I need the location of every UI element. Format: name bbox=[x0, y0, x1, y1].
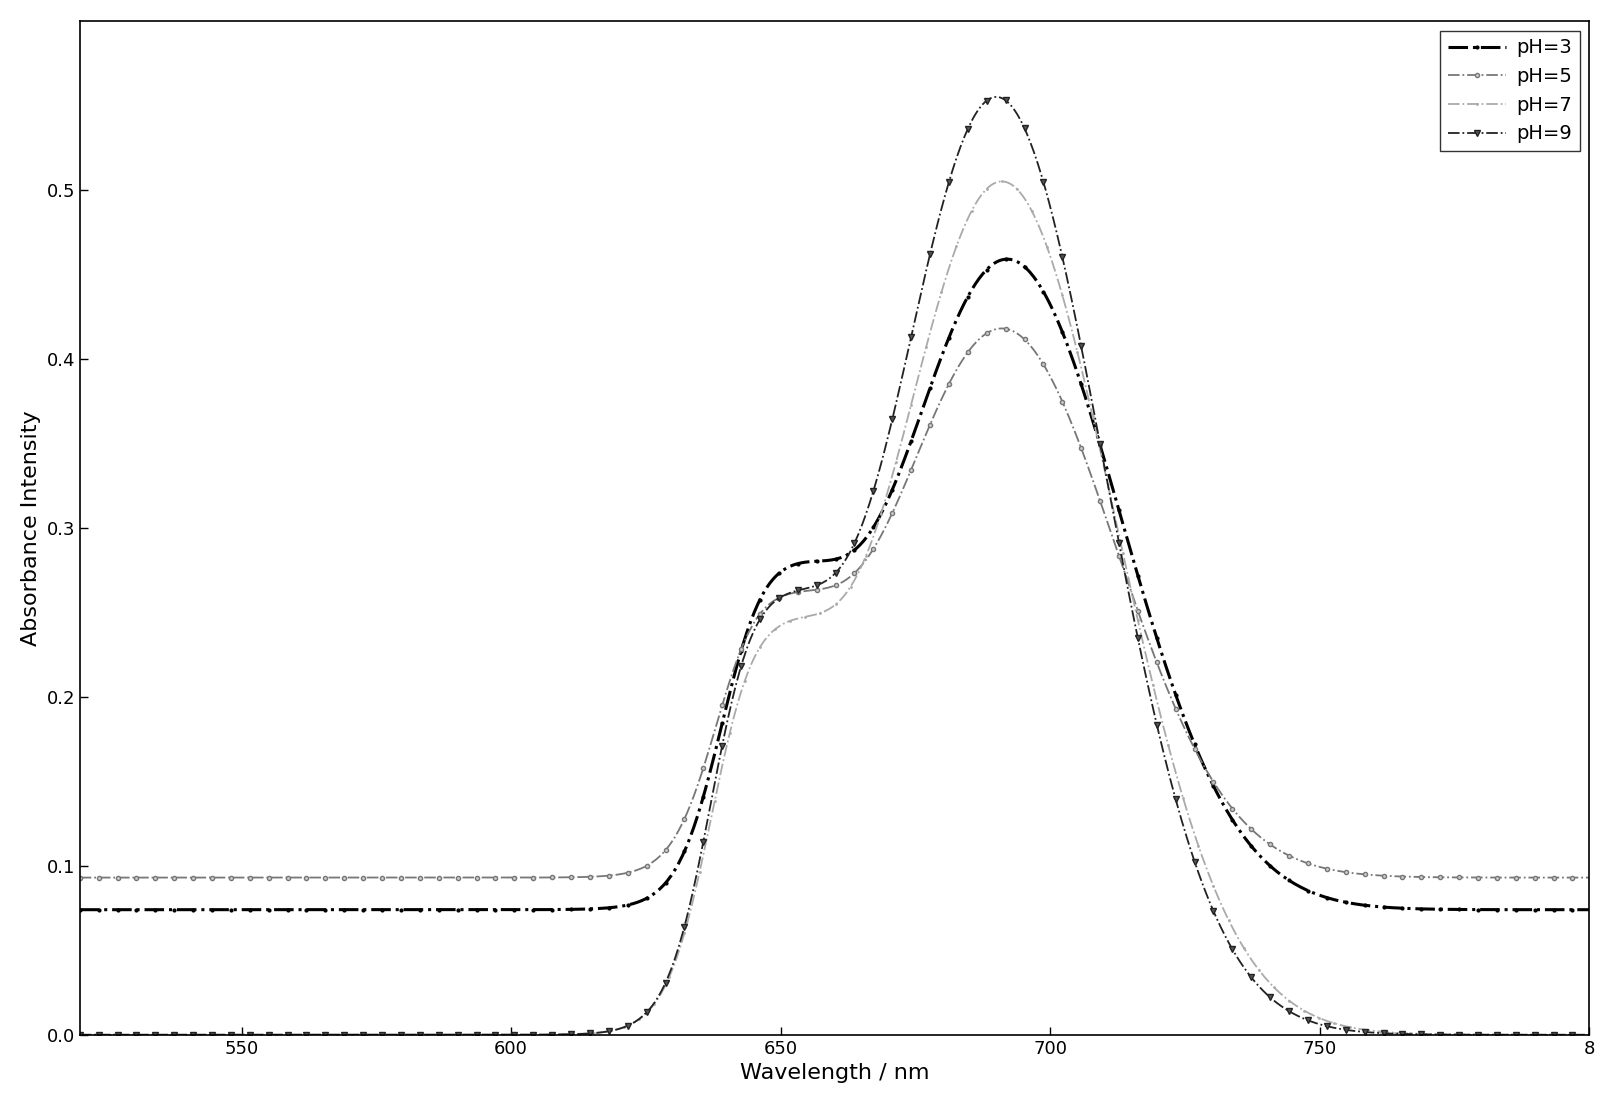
pH=3 bbox=[1580, 903, 1600, 916]
pH=3 bbox=[997, 253, 1016, 266]
pH=7 bbox=[163, 1028, 183, 1041]
pH=5 bbox=[163, 871, 183, 884]
pH=9 bbox=[163, 1028, 183, 1041]
Line: pH=3: pH=3 bbox=[78, 256, 1592, 913]
Legend: pH=3, pH=5, pH=7, pH=9: pH=3, pH=5, pH=7, pH=9 bbox=[1440, 31, 1580, 151]
pH=3 bbox=[1034, 285, 1054, 298]
pH=9 bbox=[69, 1028, 89, 1041]
pH=5 bbox=[69, 871, 89, 884]
pH=5 bbox=[947, 363, 966, 376]
pH=9 bbox=[1372, 1027, 1391, 1040]
pH=9 bbox=[986, 91, 1005, 104]
pH=7 bbox=[1034, 231, 1054, 244]
pH=3 bbox=[69, 903, 89, 916]
Line: pH=9: pH=9 bbox=[78, 94, 1592, 1038]
pH=5 bbox=[1372, 869, 1391, 882]
pH=9 bbox=[947, 151, 966, 164]
pH=3 bbox=[947, 314, 966, 327]
pH=7 bbox=[1580, 1028, 1600, 1041]
pH=7 bbox=[1217, 910, 1236, 923]
pH=9 bbox=[1034, 176, 1054, 189]
pH=5 bbox=[1034, 358, 1054, 371]
pH=9 bbox=[1217, 932, 1236, 945]
Line: pH=5: pH=5 bbox=[78, 327, 1592, 880]
pH=3 bbox=[1372, 901, 1391, 914]
Line: pH=7: pH=7 bbox=[78, 180, 1590, 1037]
X-axis label: Wavelength / nm: Wavelength / nm bbox=[740, 1063, 929, 1083]
pH=7 bbox=[69, 1028, 89, 1041]
pH=9 bbox=[989, 91, 1008, 104]
pH=7 bbox=[992, 174, 1012, 188]
pH=7 bbox=[947, 240, 966, 253]
pH=5 bbox=[1580, 871, 1600, 884]
pH=3 bbox=[163, 903, 183, 916]
pH=3 bbox=[1217, 804, 1236, 817]
Y-axis label: Absorbance Intensity: Absorbance Intensity bbox=[21, 410, 40, 646]
pH=5 bbox=[992, 322, 1012, 336]
pH=5 bbox=[1217, 795, 1236, 808]
pH=7 bbox=[986, 176, 1005, 189]
pH=7 bbox=[1372, 1025, 1391, 1038]
pH=9 bbox=[1580, 1028, 1600, 1041]
pH=3 bbox=[986, 255, 1005, 268]
pH=5 bbox=[986, 322, 1005, 336]
